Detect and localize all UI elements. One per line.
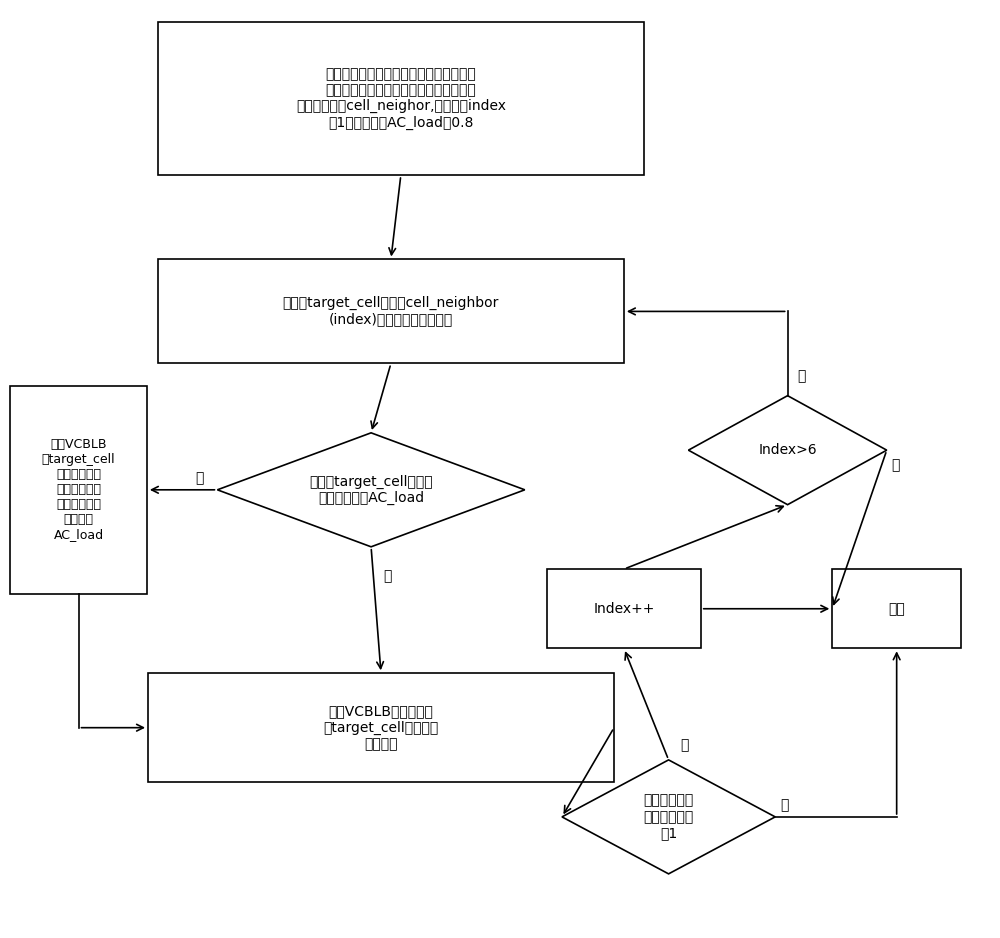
Bar (158, 22, 644, 175)
Text: 是: 是 (680, 738, 689, 752)
Polygon shape (688, 396, 887, 505)
Polygon shape (217, 432, 525, 547)
Polygon shape (562, 760, 775, 874)
Text: 结束: 结束 (888, 602, 905, 615)
Text: 判断断target_cell小区的
负载是否大于AC_load: 判断断target_cell小区的 负载是否大于AC_load (309, 475, 433, 505)
Text: 利用VCBLB
对target_cell
及其合适邻小
区进行负载均
衡知道小区的
负载小于
AC_load: 利用VCBLB 对target_cell 及其合适邻小 区进行负载均 衡知道小区… (42, 438, 115, 541)
Text: 利用VCBLB对中心小区
和target_cell小区进行
负载均衡: 利用VCBLB对中心小区 和target_cell小区进行 负载均衡 (323, 704, 439, 751)
Text: 否: 否 (798, 369, 806, 383)
Text: Index>6: Index>6 (758, 443, 817, 457)
Text: 将负载过重小区设置为中心小区，对其邻
小区根据负载进行递增排序，生成存储小
区序号的数组cell_neighor,设置参数index
为1。设置参数AC_loa: 将负载过重小区设置为中心小区，对其邻 小区根据负载进行递增排序，生成存储小 区序… (296, 67, 506, 129)
Text: 否: 否 (195, 471, 204, 485)
Text: 判断中心小区
的负载是否大
于1: 判断中心小区 的负载是否大 于1 (643, 794, 694, 840)
Bar (158, 260, 624, 363)
Text: 是: 是 (892, 458, 900, 472)
Bar (148, 673, 614, 782)
Text: 是: 是 (383, 569, 391, 583)
Text: 将参数target_cell设置为cell_neighbor
(index)所代表的小区序号。: 将参数target_cell设置为cell_neighbor (index)所代… (283, 296, 499, 326)
Text: 否: 否 (780, 798, 789, 812)
Bar (10, 386, 147, 594)
Bar (547, 569, 701, 648)
Text: Index++: Index++ (593, 602, 655, 615)
Bar (832, 569, 961, 648)
